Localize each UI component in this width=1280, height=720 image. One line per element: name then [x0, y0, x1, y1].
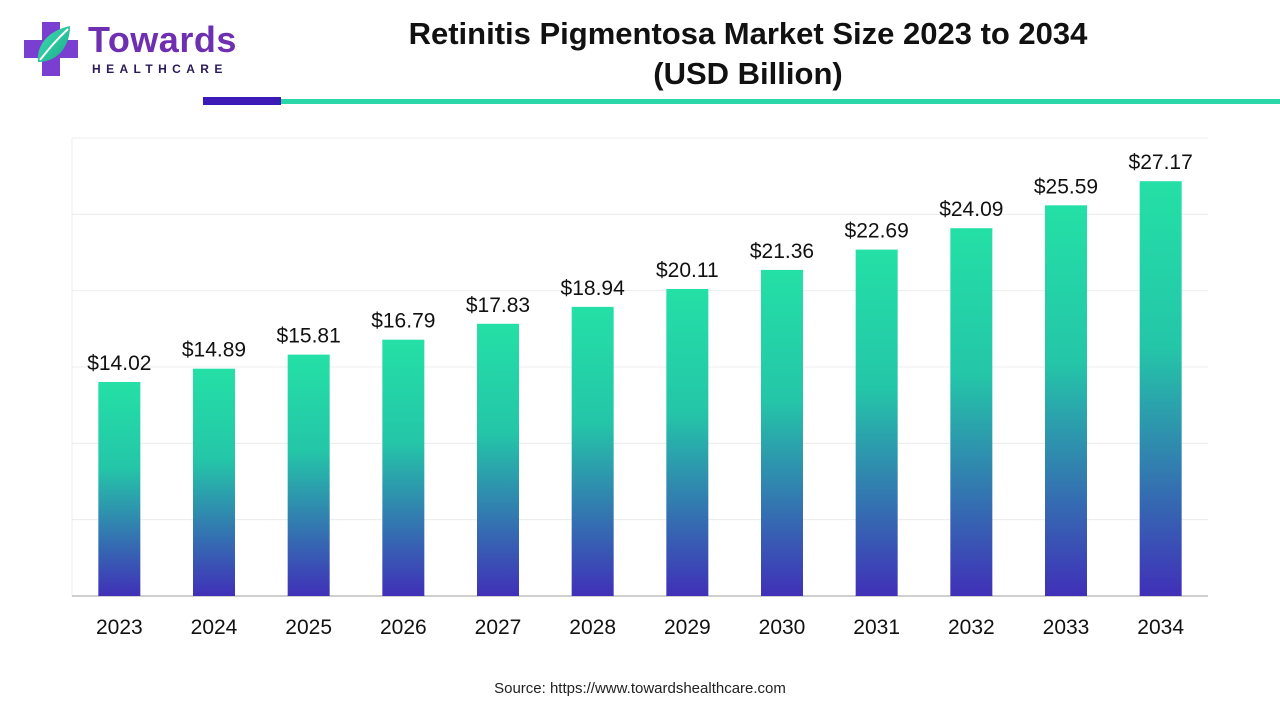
bar-2032: [950, 228, 993, 596]
chart-title: Retinitis Pigmentosa Market Size 2023 to…: [300, 14, 1196, 94]
logo-subtitle: HEALTHCARE: [92, 62, 228, 76]
x-tick-label-2025: 2025: [285, 616, 332, 639]
bar-2023: [98, 381, 141, 596]
data-label-2024: $14.89: [182, 339, 246, 362]
x-tick-label-2030: 2030: [759, 616, 806, 639]
x-tick-label-2024: 2024: [191, 616, 238, 639]
brand-logo: Towards HEALTHCARE: [18, 16, 238, 82]
x-tick-label-2023: 2023: [96, 616, 143, 639]
data-label-2028: $18.94: [561, 277, 626, 300]
bar-2024: [193, 368, 235, 596]
data-label-2032: $24.09: [939, 198, 1003, 221]
x-tick-label-2029: 2029: [664, 616, 711, 639]
data-label-2030: $21.36: [750, 240, 814, 263]
data-label-2025: $15.81: [277, 325, 341, 348]
x-tick-label-2032: 2032: [948, 616, 995, 639]
x-tick-label-2026: 2026: [380, 616, 427, 639]
x-tick-label-2028: 2028: [569, 616, 616, 639]
bar-2029: [666, 288, 709, 596]
bar-2030: [761, 269, 803, 596]
bar-chart: $14.02 2023 $14.89 2024 $15.81 2025 $16.79 2026…: [71, 137, 1208, 639]
data-label-2026: $16.79: [371, 310, 435, 333]
bar-2031: [855, 249, 898, 596]
source-note: Source: https://www.towardshealthcare.co…: [494, 680, 786, 697]
data-label-2034: $27.17: [1129, 151, 1193, 174]
header-accent-teal: [281, 99, 1280, 104]
bar-2026: [382, 339, 425, 596]
bar-2028: [571, 306, 614, 596]
bar-2027: [477, 323, 519, 596]
bar-2025: [287, 354, 330, 596]
logo-wordmark: Towards: [88, 19, 237, 60]
data-label-2033: $25.59: [1034, 175, 1098, 198]
x-tick-label-2034: 2034: [1137, 616, 1184, 639]
chart-title-line-1: Retinitis Pigmentosa Market Size 2023 to…: [408, 16, 1088, 51]
data-label-2029: $20.11: [656, 259, 719, 282]
x-tick-label-2033: 2033: [1043, 616, 1090, 639]
bar-2033: [1045, 205, 1087, 596]
header-accent-dark: [203, 97, 281, 105]
chart-title-line-2: (USD Billion): [653, 56, 843, 91]
data-label-2023: $14.02: [87, 352, 151, 375]
medical-cross-logo-icon: [24, 22, 78, 76]
x-tick-label-2027: 2027: [475, 616, 522, 639]
x-tick-label-2031: 2031: [853, 616, 900, 639]
bar-2034: [1139, 181, 1182, 597]
data-label-2031: $22.69: [845, 220, 909, 243]
data-label-2027: $17.83: [466, 294, 530, 317]
